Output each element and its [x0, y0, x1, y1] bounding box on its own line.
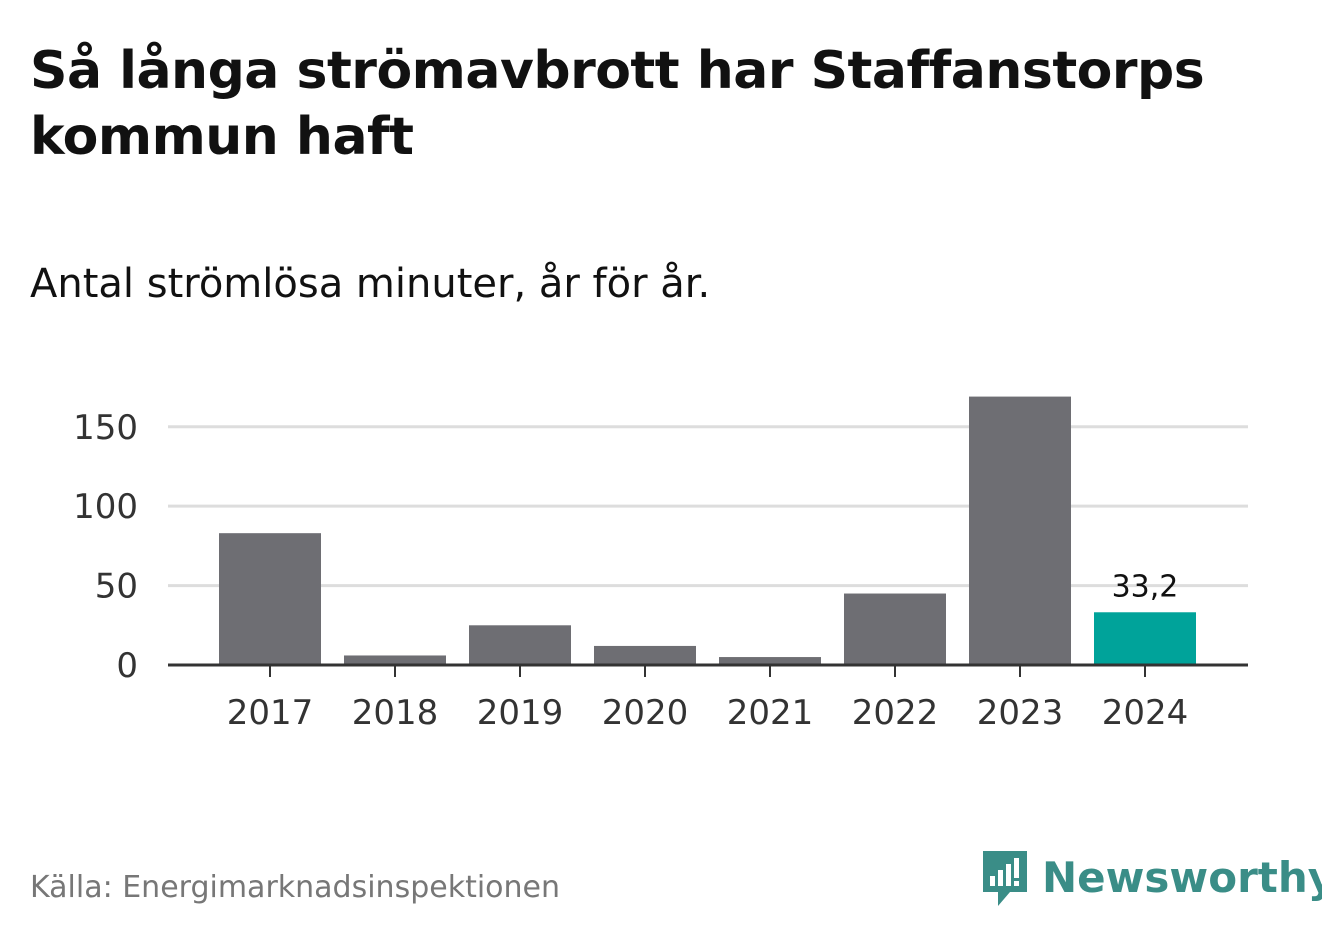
- y-tick-label: 0: [116, 646, 138, 686]
- y-tick-label: 150: [73, 408, 138, 448]
- x-tick-label: 2022: [852, 693, 939, 733]
- bar-2022: [844, 593, 946, 665]
- data-label: 33,2: [1112, 569, 1179, 604]
- y-tick-label: 100: [73, 487, 138, 527]
- bars: [219, 396, 1196, 665]
- data-labels: 33,2: [1112, 569, 1179, 604]
- brand-name: Newsworthy: [1042, 853, 1322, 902]
- bar-2020: [594, 645, 696, 665]
- grid-lines: [168, 425, 1248, 588]
- x-tick-label: 2020: [602, 693, 689, 733]
- brand-logo: Newsworthy: [980, 848, 1322, 908]
- x-tick-label: 2023: [977, 693, 1064, 733]
- x-axis-ticks: 2017 2018 2019 2020 2021 2022 2023 2024: [227, 665, 1189, 733]
- bar-2021: [719, 657, 821, 665]
- y-axis-ticks: 0 50 100 150: [73, 408, 138, 686]
- bar-2023: [969, 396, 1071, 665]
- bar-2018: [344, 655, 446, 665]
- y-tick-label: 50: [95, 567, 138, 607]
- chart-subtitle: Antal strömlösa minuter, år för år.: [30, 261, 711, 307]
- chart-title: Så långa strömavbrott har Staffanstorps …: [30, 41, 1205, 167]
- bar-2019: [469, 625, 571, 665]
- x-tick-label: 2017: [227, 693, 314, 733]
- bar-2024: [1094, 612, 1196, 665]
- x-tick-label: 2021: [727, 693, 814, 733]
- x-tick-label: 2019: [477, 693, 564, 733]
- bar-2017: [219, 533, 321, 665]
- x-tick-label: 2024: [1102, 693, 1189, 733]
- newsworthy-logo-icon: [983, 851, 1027, 906]
- source-note: Källa: Energimarknadsinspektionen: [30, 870, 561, 905]
- x-tick-label: 2018: [352, 693, 439, 733]
